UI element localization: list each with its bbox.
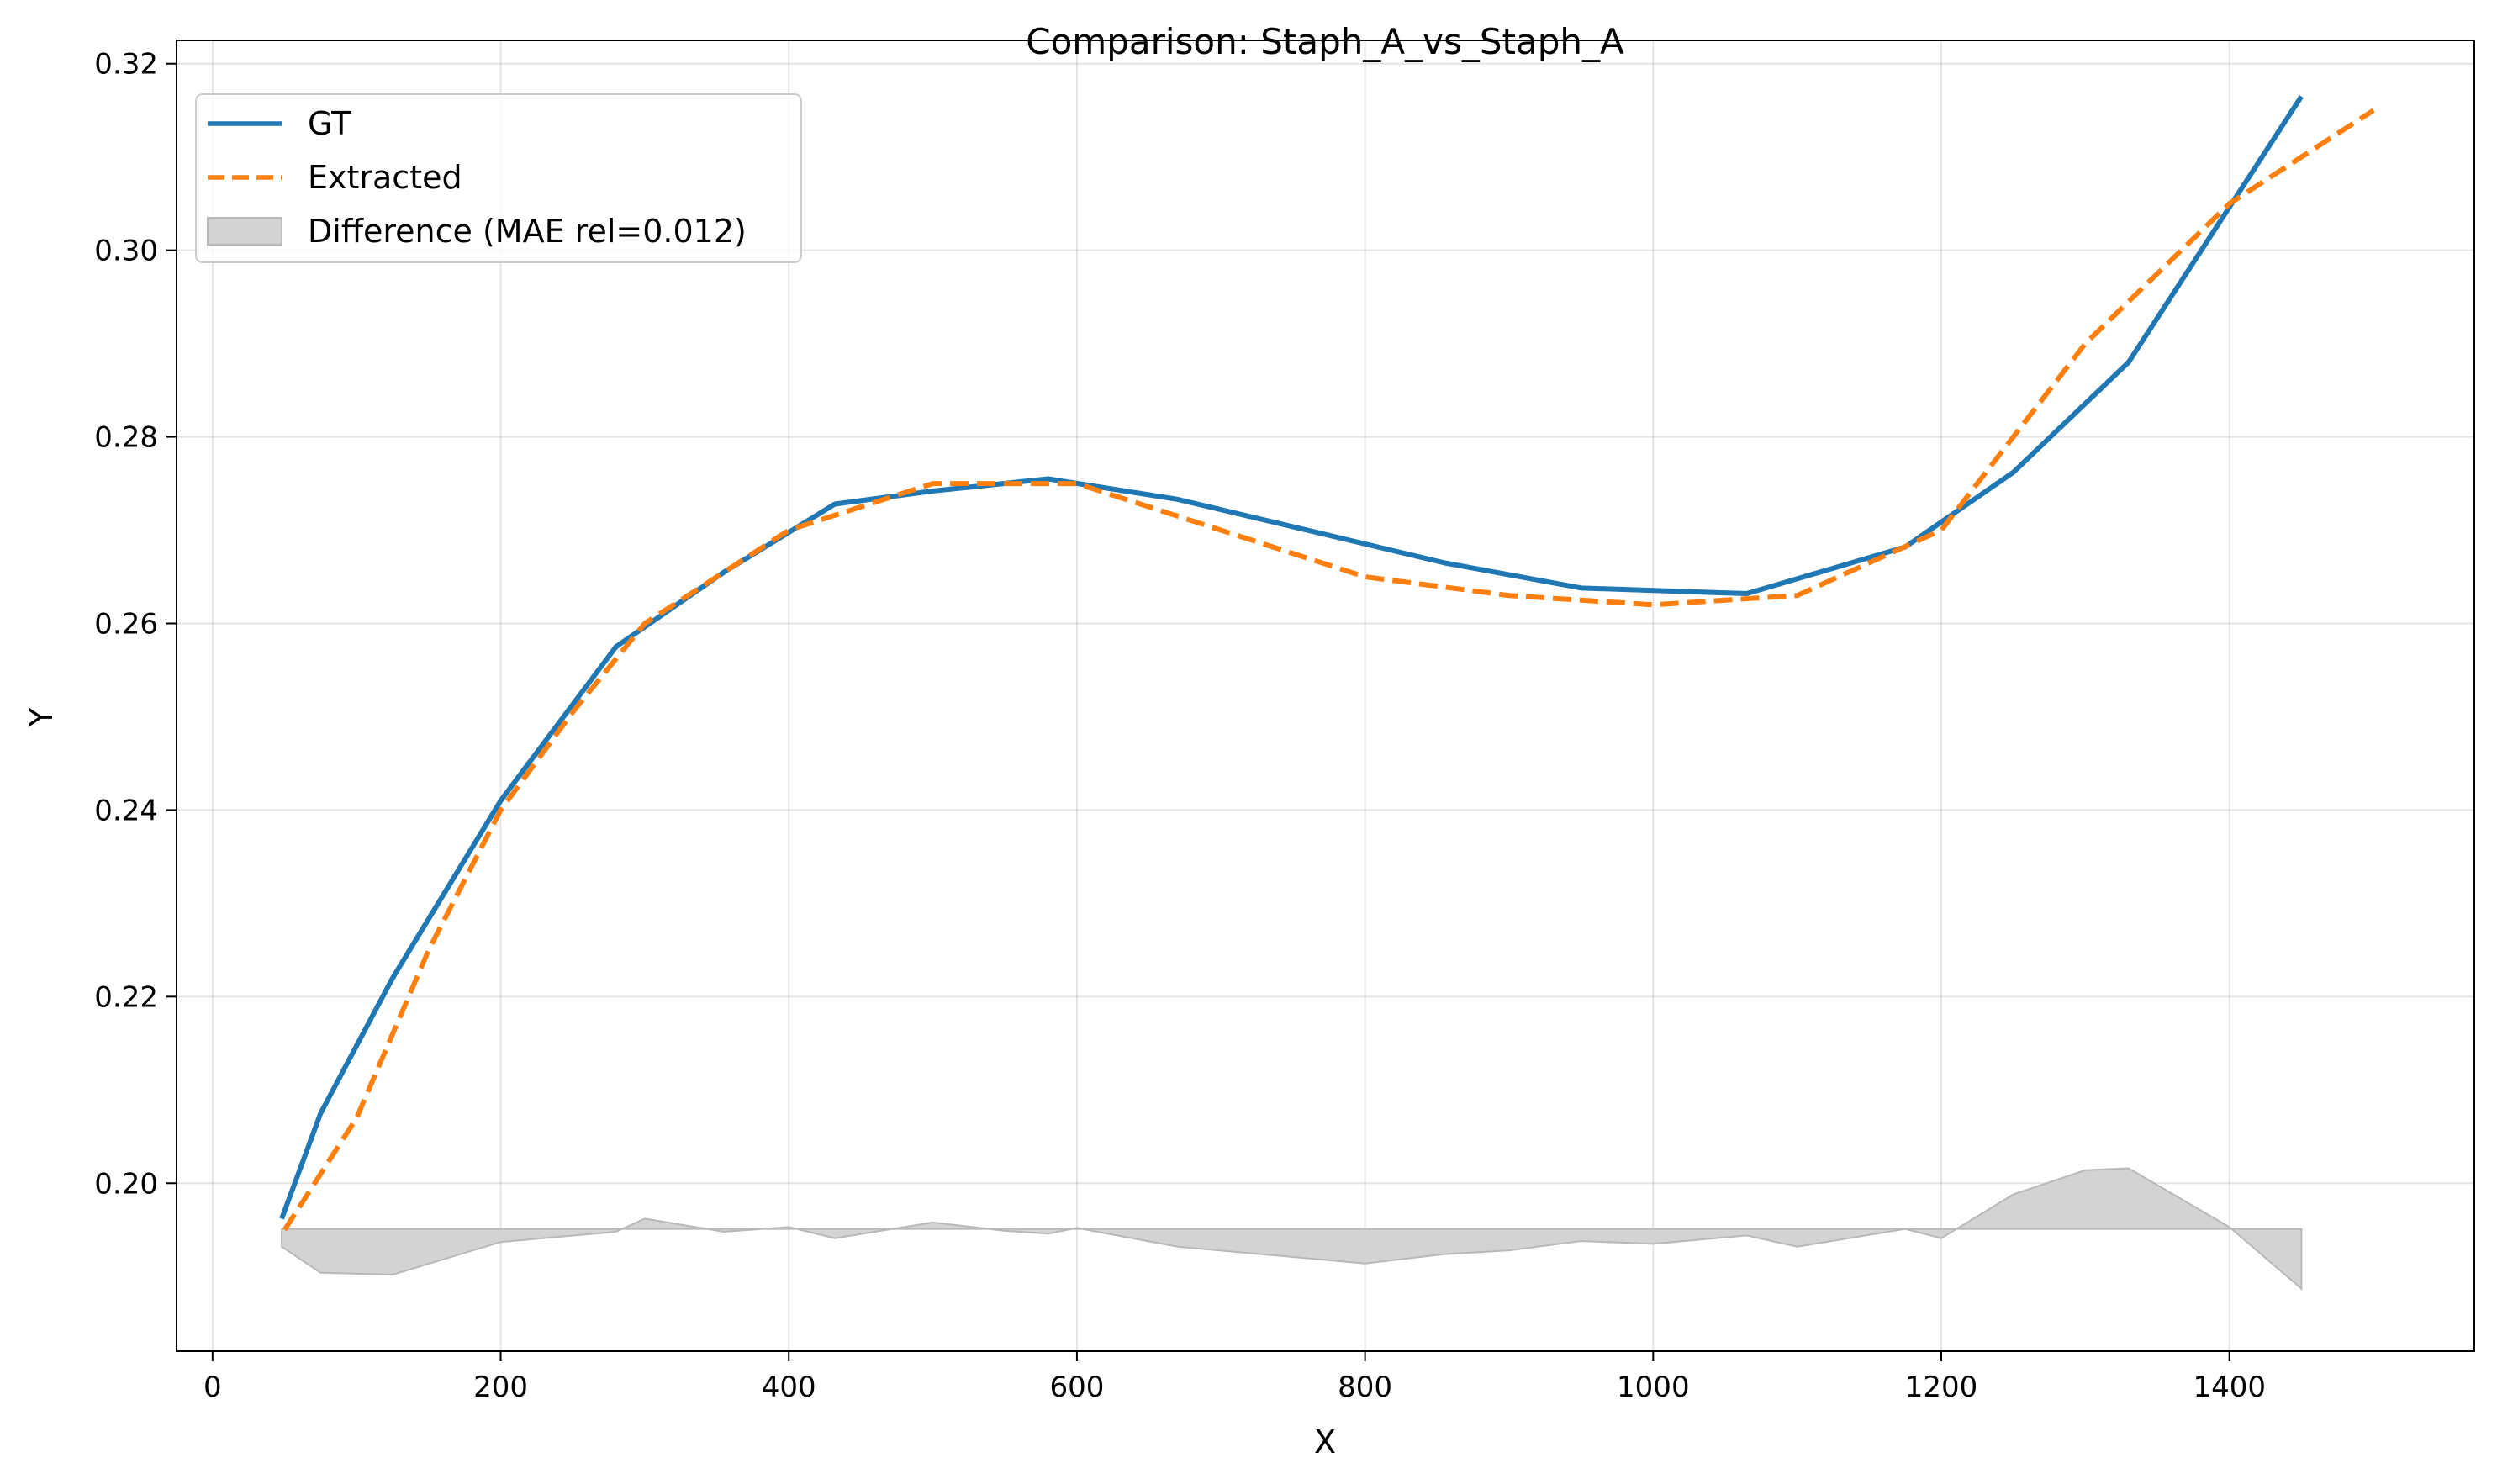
- legend-box: [195, 93, 802, 263]
- difference-area: [281, 1167, 2303, 1291]
- x-tick-label: 1400: [2193, 1370, 2266, 1404]
- y-axis-ticks: 0.20 0.22 0.24 0.26 0.28 0.30 0.32: [94, 48, 177, 1201]
- x-axis-ticks: 0 200 400 600 800 1000 1200 1400: [203, 1351, 2266, 1404]
- difference-area-layer: [281, 1167, 2303, 1291]
- y-tick-label: 0.28: [94, 421, 158, 455]
- y-tick-label: 0.30: [94, 235, 158, 268]
- x-tick-label: 0: [203, 1370, 222, 1404]
- y-tick-label: 0.24: [94, 794, 158, 827]
- x-axis-label: X: [1314, 1423, 1336, 1460]
- legend-gt-label: GT: [308, 105, 351, 142]
- series-line-gt: [279, 94, 2304, 1220]
- y-tick-label: 0.26: [94, 608, 158, 642]
- x-tick-label: 1000: [1617, 1370, 1690, 1404]
- series-line-extracted: [282, 108, 2375, 1232]
- x-tick-label: 600: [1049, 1370, 1104, 1404]
- legend-difference-swatch: [207, 217, 282, 246]
- series-layer: [279, 94, 2375, 1232]
- y-tick-label: 0.32: [94, 48, 158, 82]
- chart-title: Comparison: Staph_A_vs_Staph_A: [1026, 21, 1624, 62]
- y-tick-label: 0.22: [94, 980, 158, 1014]
- legend-extracted-label: Extracted: [308, 159, 462, 196]
- x-tick-label: 400: [762, 1370, 816, 1404]
- x-tick-label: 800: [1338, 1370, 1392, 1404]
- y-tick-label: 0.20: [94, 1167, 158, 1201]
- plot-frame: [176, 40, 2475, 1352]
- x-tick-label: 200: [473, 1370, 528, 1404]
- legend: GT Extracted Difference (MAE rel=0.012): [195, 93, 802, 263]
- x-tick-label: 1200: [1905, 1370, 1978, 1404]
- legend-difference-label: Difference (MAE rel=0.012): [308, 213, 747, 250]
- y-axis-label: Y: [23, 707, 60, 728]
